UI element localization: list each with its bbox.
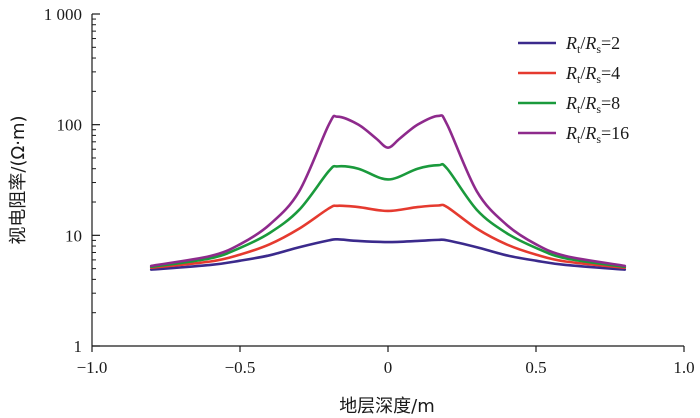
series-line-2 <box>149 203 627 269</box>
x-axis-title: 地层深度/m <box>339 396 435 417</box>
x-tick-label-0: −1.0 <box>77 358 108 377</box>
series-layer <box>149 114 627 271</box>
series-line-3 <box>149 162 627 269</box>
series-line-1 <box>149 237 627 271</box>
y-tick-label-0: 1 <box>74 337 83 356</box>
legend-label-4: Rt/Rs=16 <box>565 123 629 146</box>
x-tick-label-4: 1.0 <box>673 358 694 377</box>
legend-label-3: Rt/Rs=8 <box>565 93 620 116</box>
legend-label-1: Rt/Rs=2 <box>565 33 620 56</box>
series-line-4 <box>149 114 627 268</box>
x-tick-label-2: 0 <box>384 358 393 377</box>
y-tick-label-3: 1 000 <box>44 5 82 24</box>
y-axis-title: 视电阻率/(Ω·m) <box>8 115 29 244</box>
y-tick-label-1: 10 <box>65 226 82 245</box>
legend: Rt/Rs=2 Rt/Rs=4 Rt/Rs=8 Rt/Rs=16 <box>518 33 629 146</box>
axes: −1.0 −0.5 0 0.5 1.0 1 10 100 1 000 <box>44 5 695 377</box>
legend-label-2: Rt/Rs=4 <box>565 63 620 86</box>
y-tick-label-2: 100 <box>57 116 83 135</box>
x-tick-label-3: 0.5 <box>525 358 546 377</box>
x-tick-label-1: −0.5 <box>225 358 256 377</box>
